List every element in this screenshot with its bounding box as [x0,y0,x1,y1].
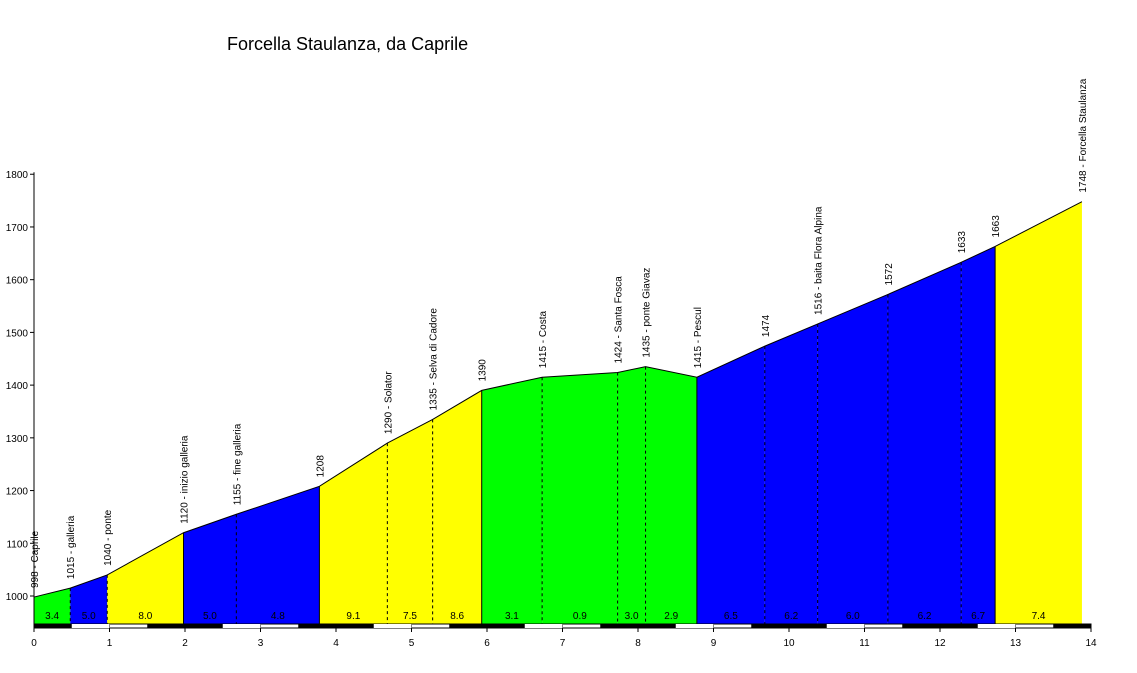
gradient-label: 6.2 [918,611,932,622]
km-bar-half [826,624,865,628]
chart-title: Forcella Staulanza, da Caprile [227,34,469,54]
segment-fill [696,346,765,624]
km-bar-half [977,624,1016,628]
y-tick-label: 1700 [6,223,29,234]
gradient-label: 5.0 [82,611,96,622]
km-bar-half [147,624,185,628]
km-bar-half [1053,624,1091,628]
km-bar-half [298,624,336,628]
km-bar-half [222,624,261,628]
segment-fill [481,377,543,624]
segment-fill [995,201,1082,624]
gradient-label: 8.6 [450,611,464,622]
x-tick-label: 11 [859,638,870,649]
point-label: 1290 - Solator [383,371,394,434]
segment-fill [387,419,433,624]
x-tick-label: 3 [258,638,264,649]
gradient-label: 6.5 [724,611,738,622]
y-tick-label: 1100 [6,539,28,550]
point-label: 1335 - Selva di Cadore [429,308,440,411]
gradient-label: 3.0 [625,611,639,622]
point-label: 1663 [991,215,1002,238]
point-label: 1415 - Costa [538,311,549,369]
gradient-label: 9.1 [346,611,360,622]
gradient-label: 6.0 [846,611,860,622]
x-tick-label: 10 [783,638,795,649]
point-label: 1572 [884,263,895,286]
point-label: 1435 - ponte Giavaz [642,268,653,358]
x-tick-label: 1 [107,638,113,649]
gradient-label: 4.8 [271,611,285,622]
gradient-label: 3.4 [45,611,59,622]
y-tick-label: 1600 [6,276,29,287]
gradient-label: 2.9 [664,611,678,622]
x-tick-label: 7 [560,638,566,649]
point-label: 1155 - fine galleria [232,423,243,505]
x-tick-label: 6 [484,638,490,649]
point-label: 1390 [478,359,489,382]
point-label: 1040 - ponte [103,509,114,566]
point-label: 1633 [957,231,968,254]
km-bar-half [675,624,714,628]
point-label: 998 - Caprile [30,530,41,588]
km-bar-half [902,624,940,628]
point-label: 1748 - Forcella Staulanza [1078,78,1089,192]
point-label: 1516 - baita Flora Alpina [814,206,825,315]
segment-fill [961,246,996,624]
segment-fill [887,262,962,624]
y-tick-label: 1000 [6,592,29,603]
point-label: 1424 - Santa Fosca [614,276,625,364]
x-tick-label: 2 [182,638,188,649]
segment-fill [70,574,108,624]
y-tick-label: 1500 [6,328,29,339]
segment-fill [617,366,646,624]
segment-fill [432,390,482,624]
km-bar-half [524,624,563,628]
segment-fill [34,588,71,624]
point-label: 1120 - inizio galleria [179,435,190,524]
x-tick-label: 14 [1085,638,1097,649]
x-tick-label: 8 [635,638,641,649]
x-tick-label: 5 [409,638,415,649]
x-tick-label: 13 [1010,638,1022,649]
gradient-label: 6.2 [784,611,798,622]
point-label: 1015 - galleria [66,515,77,579]
gradient-label: 0.9 [573,611,587,622]
x-tick-label: 4 [333,638,339,649]
point-label: 1415 - Pescul [693,307,704,368]
y-tick-label: 1800 [6,170,29,181]
km-bar-half [600,624,638,628]
segment-fill [542,372,618,624]
km-bar-half [71,624,110,628]
gradient-label: 5.0 [203,611,217,622]
y-tick-label: 1300 [6,434,29,445]
x-tick-label: 12 [934,638,946,649]
segment-fill [817,294,888,624]
gradient-label: 6.7 [971,611,985,622]
gradient-label: 3.1 [505,611,519,622]
x-tick-label: 9 [711,638,717,649]
segment-fill [645,366,697,624]
x-tick-label: 0 [31,638,37,649]
km-bar-half [751,624,789,628]
point-label: 1208 [315,455,326,478]
segment-fill [107,532,184,624]
point-label: 1474 [761,314,772,337]
km-bar-half [373,624,412,628]
segment-fill [183,486,320,624]
gradient-label: 7.5 [403,611,417,622]
y-tick-label: 1200 [6,487,29,498]
km-bar-half [449,624,487,628]
segment-fill [319,443,388,624]
y-tick-label: 1400 [6,381,29,392]
gradient-label: 7.4 [1032,611,1046,622]
segment-fill [764,323,818,624]
gradient-label: 8.0 [138,611,152,622]
